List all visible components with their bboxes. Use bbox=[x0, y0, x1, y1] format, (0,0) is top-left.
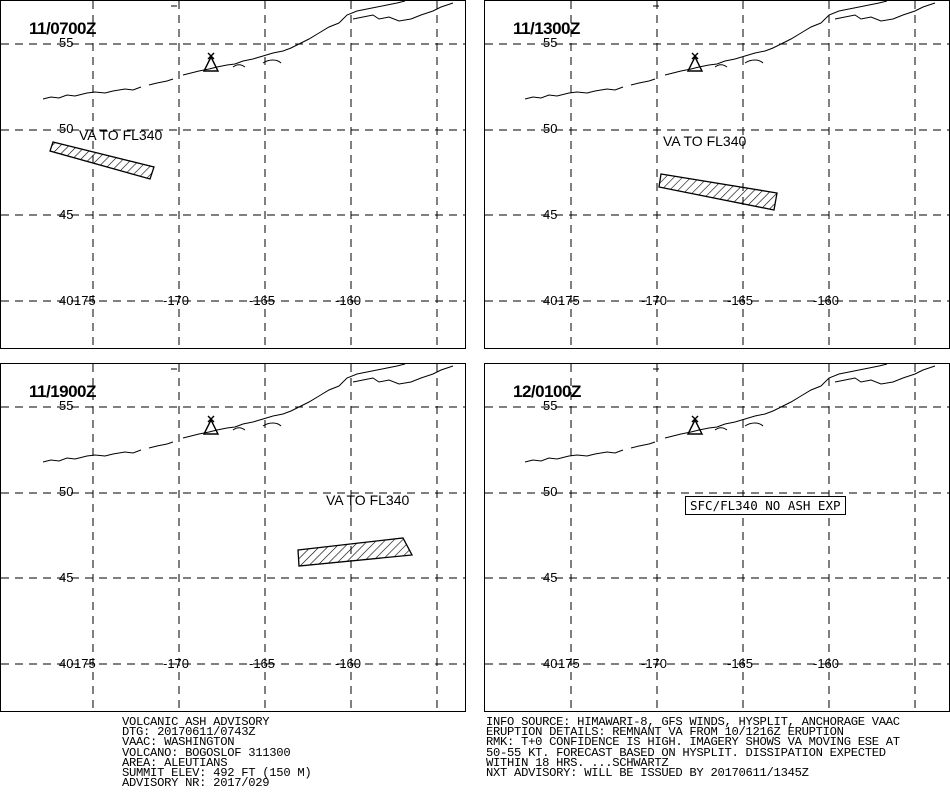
advisory-line: AREA: ALEUTIANS bbox=[122, 755, 228, 770]
map-panel-2: 11/1300Z 50 45 40 55 175 -170 -165 -160 … bbox=[484, 0, 950, 349]
lat-label-50: 50 bbox=[59, 121, 74, 136]
advisory-line: SUMMIT ELEV: 492 FT (150 M) bbox=[122, 766, 312, 781]
coastline bbox=[42, 364, 454, 463]
lat-label-45: 45 bbox=[543, 570, 558, 585]
lat-label-40: 40 bbox=[59, 656, 74, 671]
advisory-line: VOLCANIC ASH ADVISORY bbox=[122, 715, 270, 729]
graticule bbox=[485, 1, 949, 348]
lat-label-45: 45 bbox=[543, 207, 558, 222]
lat-label-50: 50 bbox=[543, 484, 558, 499]
graticule bbox=[1, 364, 465, 711]
va-label: VA TO FL340 bbox=[79, 127, 163, 143]
map-canvas bbox=[485, 364, 949, 711]
advisory-line: DTG: 20170611/0743Z bbox=[122, 725, 256, 740]
lon-label-160: -160 bbox=[335, 656, 362, 671]
advisory-line: VOLCANO: BOGOSLOF 311300 bbox=[122, 745, 291, 760]
map-canvas bbox=[485, 1, 949, 348]
info-line: NXT ADVISORY: WILL BE ISSUED BY 20170611… bbox=[486, 766, 809, 781]
lon-label-165: -165 bbox=[249, 293, 276, 308]
graticule bbox=[1, 1, 465, 348]
lat-label-40: 40 bbox=[543, 656, 558, 671]
map-panel-3: 11/1900Z 55 50 45 40 175 -170 -165 -160 … bbox=[0, 363, 466, 712]
lon-label-165: -165 bbox=[727, 656, 754, 671]
advisory-line: VAAC: WASHINGTON bbox=[122, 735, 235, 750]
panel-time: 12/0100Z bbox=[513, 382, 581, 401]
panel-time: 11/1300Z bbox=[513, 19, 580, 38]
map-panel-1: 11/0700Z 55 50 45 40 175 -170 -165 -160 … bbox=[0, 0, 466, 349]
lat-label-50: 50 bbox=[543, 121, 558, 136]
va-label: VA TO FL340 bbox=[663, 133, 747, 149]
info-line: INFO SOURCE: HIMAWARI-8, GFS WINDS, HYSP… bbox=[486, 715, 900, 729]
lat-label-55: 55 bbox=[59, 398, 74, 413]
advisory-line: ADVISORY NR: 2017/029 bbox=[122, 776, 270, 791]
lon-label-160: -160 bbox=[813, 293, 840, 308]
map-canvas bbox=[1, 1, 465, 348]
lon-label-165: -165 bbox=[727, 293, 754, 308]
ash-cloud-polygon bbox=[297, 537, 414, 567]
map-canvas bbox=[1, 364, 465, 711]
graticule bbox=[485, 364, 949, 711]
advisory-header: VOLCANIC ASH ADVISORY DTG: 20170611/0743Z… bbox=[122, 715, 312, 791]
lon-label-160: -160 bbox=[813, 656, 840, 671]
lat-label-45: 45 bbox=[59, 570, 74, 585]
coastline bbox=[524, 364, 936, 463]
info-line: WITHIN 18 HRS. ...SCHWARTZ bbox=[486, 755, 669, 770]
info-line: 50-55 KT. FORECAST BASED ON HYSPLIT. DIS… bbox=[486, 745, 886, 760]
lon-label-170: -170 bbox=[163, 656, 190, 671]
lon-label-170: -170 bbox=[163, 293, 190, 308]
volcano-icon bbox=[202, 52, 220, 72]
no-ash-label: SFC/FL340 NO ASH EXP bbox=[685, 496, 846, 515]
ash-cloud-polygon bbox=[658, 173, 778, 211]
lon-label-175: 175 bbox=[558, 656, 580, 671]
lat-label-55: 55 bbox=[543, 35, 558, 50]
lat-label-40: 40 bbox=[543, 293, 558, 308]
lon-label-170: -170 bbox=[641, 656, 668, 671]
ash-cloud-polygon bbox=[49, 141, 155, 180]
lon-label-175: 175 bbox=[74, 293, 96, 308]
map-panel-4: 12/0100Z 55 50 45 40 175 -170 -165 -160 … bbox=[484, 363, 950, 712]
info-line: ERUPTION DETAILS: REMNANT VA FROM 10/121… bbox=[486, 725, 844, 740]
panel-time: 11/0700Z bbox=[29, 19, 96, 38]
lon-label-175: 175 bbox=[74, 656, 96, 671]
advisory-info: INFO SOURCE: HIMAWARI-8, GFS WINDS, HYSP… bbox=[486, 715, 900, 781]
lat-label-45: 45 bbox=[59, 207, 74, 222]
coastline bbox=[42, 1, 454, 100]
lat-label-40: 40 bbox=[59, 293, 74, 308]
volcano-icon bbox=[686, 52, 704, 72]
lat-label-55: 55 bbox=[59, 35, 74, 50]
panel-time: 11/1900Z bbox=[29, 382, 96, 401]
va-label: VA TO FL340 bbox=[326, 492, 410, 508]
volcano-icon bbox=[202, 415, 220, 435]
coastline bbox=[524, 1, 936, 100]
lon-label-160: -160 bbox=[335, 293, 362, 308]
volcano-icon bbox=[686, 415, 704, 435]
lon-label-175: 175 bbox=[558, 293, 580, 308]
info-line: RMK: T+0 CONFIDENCE IS HIGH. IMAGERY SHO… bbox=[486, 735, 900, 750]
lat-label-50: 50 bbox=[59, 484, 74, 499]
lon-label-170: -170 bbox=[641, 293, 668, 308]
lat-label-55: 55 bbox=[543, 398, 558, 413]
lon-label-165: -165 bbox=[249, 656, 276, 671]
